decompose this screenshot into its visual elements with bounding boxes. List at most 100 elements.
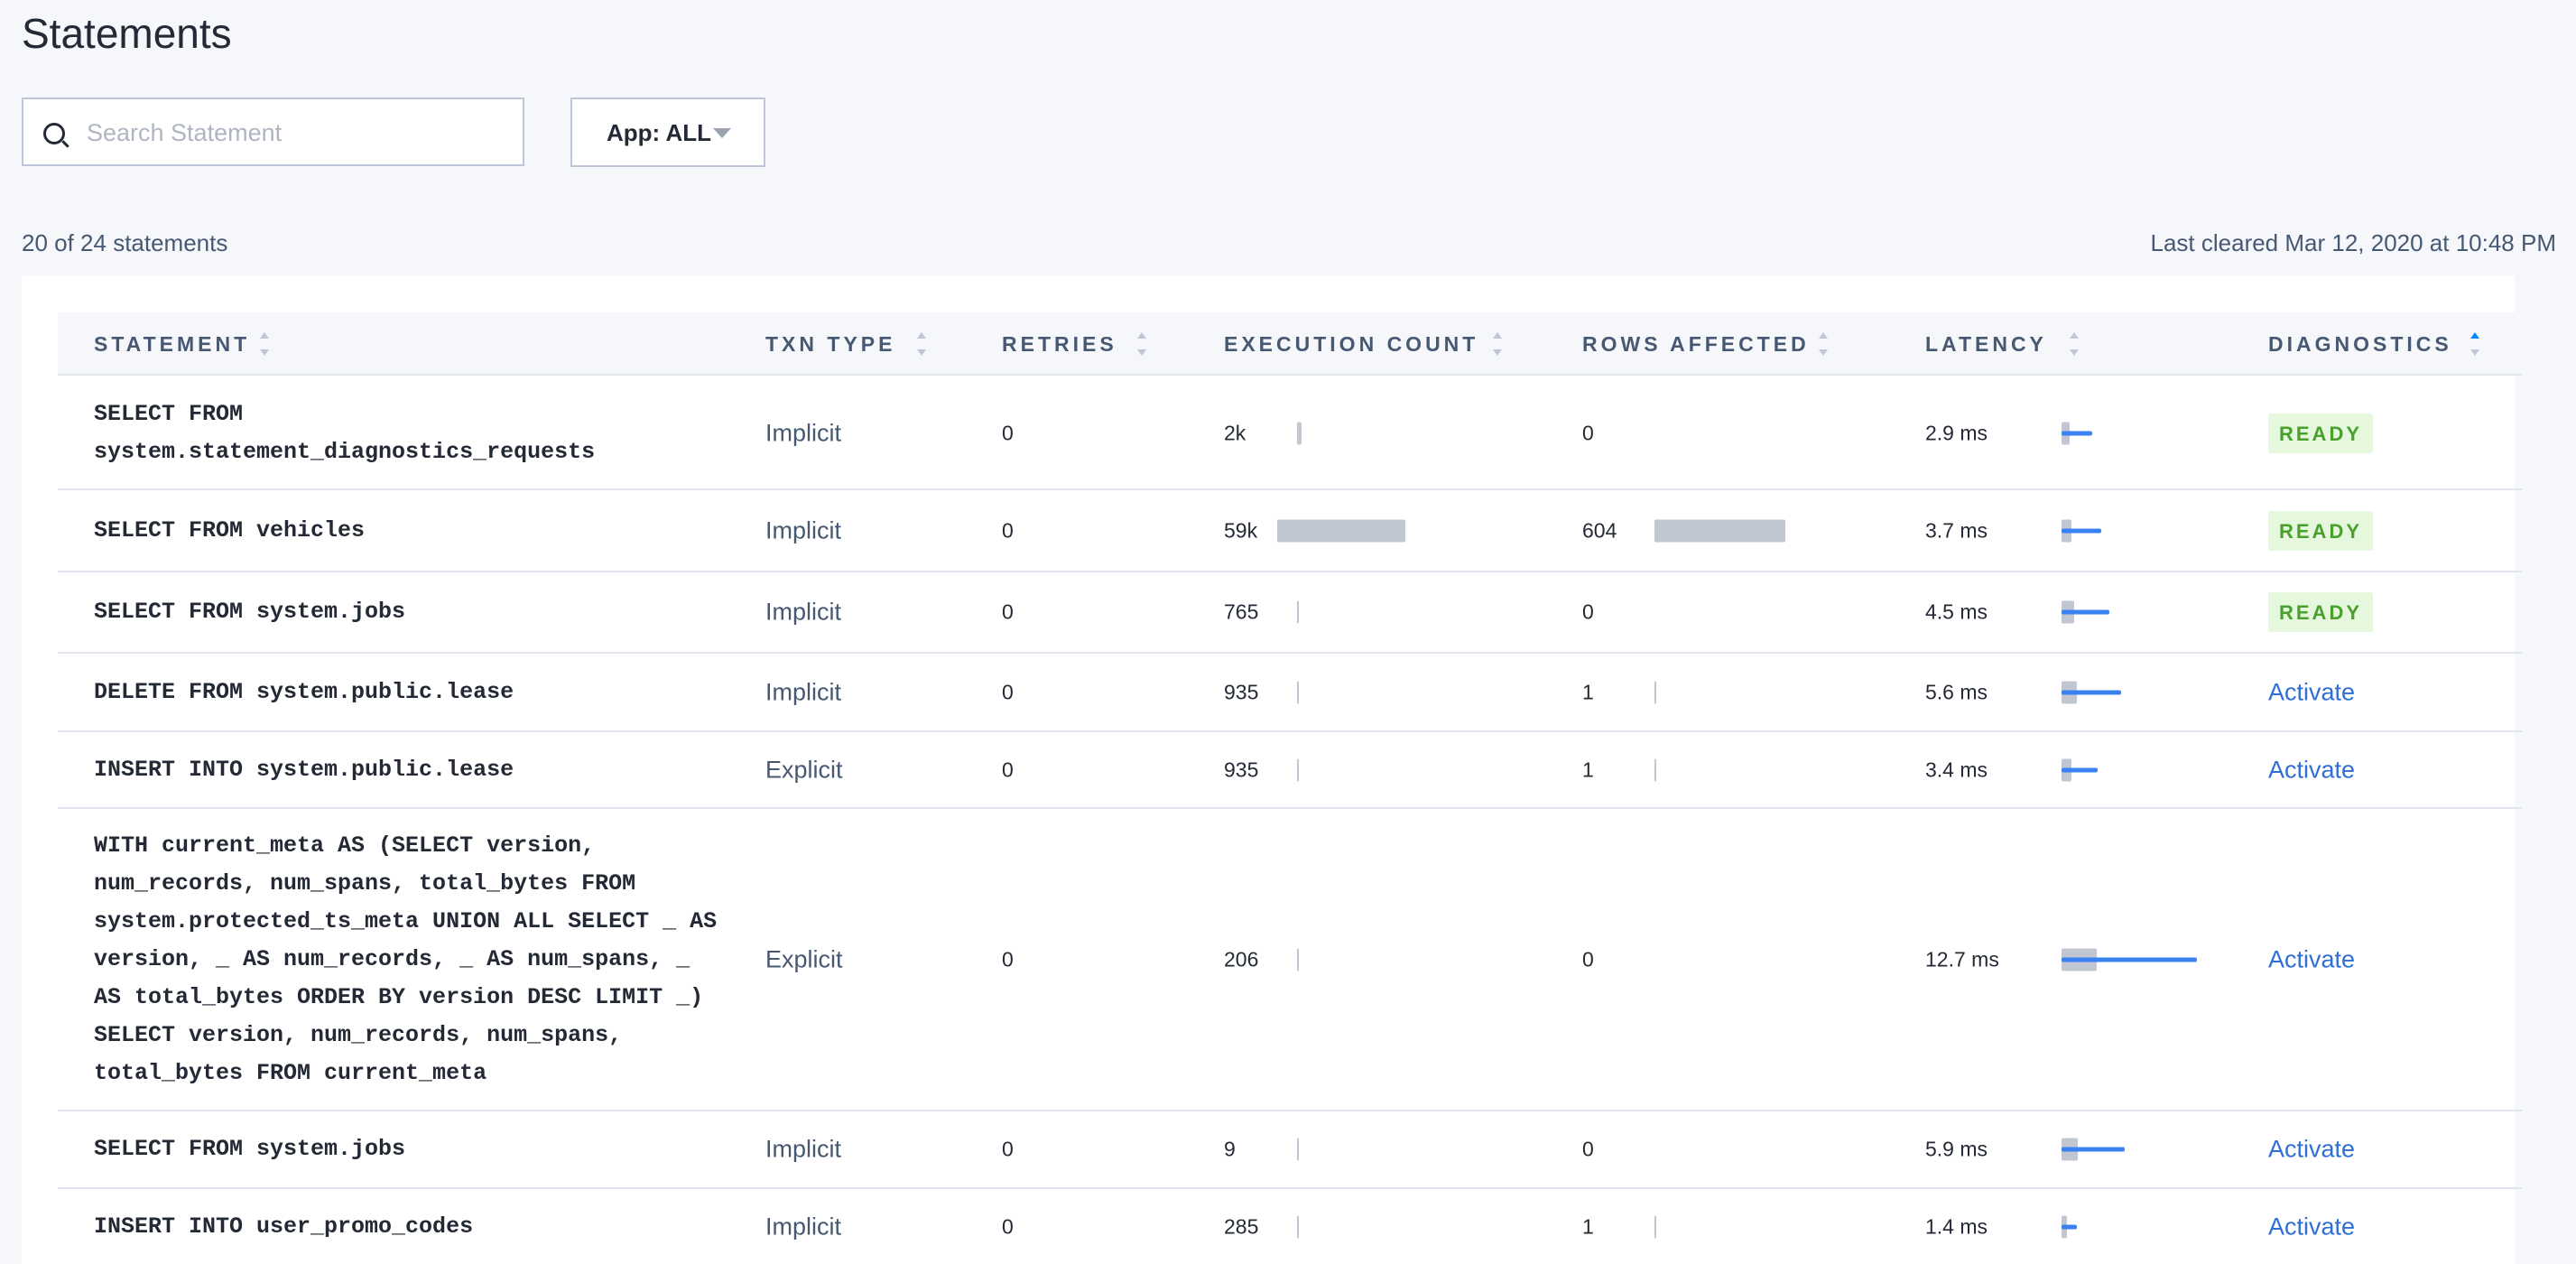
rows-affected: 604 xyxy=(1582,518,1617,542)
sort-icon xyxy=(917,330,926,358)
execution-count: 765 xyxy=(1224,599,1259,624)
caret xyxy=(713,128,731,138)
latency: 3.7 ms xyxy=(1925,518,1988,542)
txn-type: Implicit xyxy=(765,1213,842,1241)
latency-line xyxy=(2062,1147,2125,1152)
search-box[interactable]: Search Statement xyxy=(22,98,524,166)
table-panel xyxy=(22,275,2515,1264)
column-header[interactable]: EXECUTION COUNT xyxy=(1224,332,1479,356)
activate-link[interactable]: Activate xyxy=(2268,1135,2356,1163)
sort-icon xyxy=(1137,330,1146,358)
retries: 0 xyxy=(1002,599,1014,624)
table-row: WITH current_meta AS (SELECT version, nu… xyxy=(58,809,2522,1111)
table-row: INSERT INTO system.public.lease Explicit 0… xyxy=(58,732,2522,809)
execution-bar xyxy=(1297,422,1302,444)
page-title: Statements xyxy=(22,10,232,57)
retries: 0 xyxy=(1002,757,1014,781)
retries: 0 xyxy=(1002,518,1014,542)
rows-affected: 0 xyxy=(1582,1137,1594,1161)
latency-line xyxy=(2062,957,2197,962)
txn-type: Implicit xyxy=(765,598,842,626)
latency: 12.7 ms xyxy=(1925,947,1999,971)
table-row: SELECT FROM system.jobs Implicit 0 765 0 4.5 … xyxy=(58,572,2522,654)
column-header[interactable]: LATENCY xyxy=(1925,332,2047,356)
statement[interactable]: SELECT FROM vehicles xyxy=(94,516,366,544)
execution-count: 285 xyxy=(1224,1214,1259,1239)
last-cleared: Last cleared Mar 12, 2020 at 10:48 PM xyxy=(2150,229,2557,256)
rows-affected: 0 xyxy=(1582,947,1594,971)
statement[interactable]: INSERT INTO user_promo_codes xyxy=(94,1213,474,1240)
latency-line xyxy=(2062,431,2093,435)
execution-bar xyxy=(1297,600,1299,624)
txn-type: Explicit xyxy=(765,756,843,783)
execution-bar xyxy=(1297,1138,1299,1161)
latency: 1.4 ms xyxy=(1925,1214,1988,1239)
statement[interactable]: INSERT INTO system.public.lease xyxy=(94,756,514,783)
sort-icon xyxy=(1493,330,1502,358)
column-header[interactable]: RETRIES xyxy=(1002,332,1117,356)
table-row: SELECT FROM vehicles Implicit 0 59k 604 3.7 m… xyxy=(58,490,2522,572)
activate-link[interactable]: Activate xyxy=(2268,756,2356,783)
summary: 20 of 24 statements xyxy=(22,229,228,256)
rows-bar xyxy=(1654,1215,1656,1239)
rows-affected: 1 xyxy=(1582,680,1594,703)
app-filter[interactable]: App: ALL xyxy=(570,98,765,167)
rows-bar xyxy=(1654,681,1656,703)
execution-bar xyxy=(1297,758,1300,781)
rows-affected: 0 xyxy=(1582,421,1594,444)
execution-count: 935 xyxy=(1224,757,1259,781)
rows-affected: 1 xyxy=(1582,757,1594,781)
execution-count: 9 xyxy=(1224,1137,1236,1161)
rows-bar xyxy=(1654,758,1656,781)
rows-bar xyxy=(1654,519,1785,542)
latency-line xyxy=(2062,609,2110,615)
txn-type: Implicit xyxy=(765,516,842,544)
activate-link[interactable]: Activate xyxy=(2268,1213,2356,1241)
execution-count: 935 xyxy=(1224,680,1259,703)
column-header[interactable]: ROWS AFFECTED xyxy=(1582,332,1810,356)
execution-count: 2k xyxy=(1224,421,1246,444)
latency-line xyxy=(2062,528,2101,533)
latency: 5.9 ms xyxy=(1925,1137,1988,1161)
txn-type: Implicit xyxy=(765,678,842,705)
statement[interactable]: DELETE FROM system.public.lease xyxy=(94,678,514,705)
table-row: DELETE FROM system.public.lease Implicit 0… xyxy=(58,654,2522,732)
column-header[interactable]: DIAGNOSTICS xyxy=(2268,332,2452,356)
rows-affected: 0 xyxy=(1582,599,1594,624)
sort-icon xyxy=(1819,330,1828,358)
sort-icon xyxy=(2070,330,2079,358)
statement[interactable]: SELECT FROM system.statement_diagnostics… xyxy=(94,400,596,465)
ready-badge: READY xyxy=(2268,510,2374,551)
statement[interactable]: WITH current_meta AS (SELECT version, nu… xyxy=(94,832,718,1086)
activate-link[interactable]: Activate xyxy=(2268,678,2356,705)
ready-badge: READY xyxy=(2268,592,2374,632)
retries: 0 xyxy=(1002,1214,1014,1239)
ready-badge: READY xyxy=(2268,413,2374,453)
app-filter-label: App: ALL xyxy=(607,119,711,146)
txn-type: Explicit xyxy=(765,945,843,972)
column-header[interactable]: TXN TYPE xyxy=(765,332,896,356)
latency: 5.6 ms xyxy=(1925,680,1988,703)
rows-affected: 1 xyxy=(1582,1214,1594,1239)
search-placeholder: Search Statement xyxy=(87,119,283,146)
execution-count: 59k xyxy=(1224,518,1258,542)
retries: 0 xyxy=(1002,680,1014,703)
statement[interactable]: SELECT FROM system.jobs xyxy=(94,599,406,625)
activate-link[interactable]: Activate xyxy=(2268,945,2356,972)
table-row: INSERT INTO user_promo_codes Implicit 0 285… xyxy=(58,1189,2522,1264)
search-icon xyxy=(43,123,65,144)
column-header[interactable]: STATEMENT xyxy=(94,332,251,356)
execution-bar xyxy=(1297,681,1300,703)
execution-bar xyxy=(1297,1215,1299,1239)
table-row: SELECT FROM system.jobs Implicit 0 9 0 5.9 ms… xyxy=(58,1111,2522,1189)
statement[interactable]: SELECT FROM system.jobs xyxy=(94,1136,406,1162)
table-row: SELECT FROM system.statement_diagnostics… xyxy=(58,377,2522,490)
latency: 2.9 ms xyxy=(1925,421,1988,444)
table-header: STATEMENT TXN TYPE RETRIES EXECUTION COUNT R… xyxy=(58,312,2522,376)
latency: 3.4 ms xyxy=(1925,757,1988,781)
retries: 0 xyxy=(1002,947,1014,971)
txn-type: Implicit xyxy=(765,1135,842,1163)
latency-line xyxy=(2062,767,2099,772)
latency-line xyxy=(2062,1224,2077,1230)
